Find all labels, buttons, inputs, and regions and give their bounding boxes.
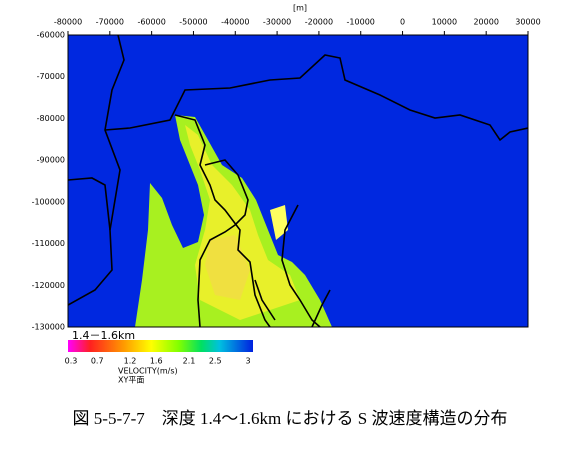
x-tick-label: -20000	[305, 18, 333, 27]
colorbar-ticks: 0.3 0.7 1.2 1.6 2.1 2.5 3	[65, 357, 251, 366]
x-ticks: -80000 -70000 -60000 -50000 -40000 -30000 -200…	[54, 18, 541, 35]
colorbar-tick-label: 2.1	[183, 357, 196, 366]
y-tick-label: -80000	[37, 114, 65, 123]
colorbar-legend: 1.4－1.6km 0.3 0.7 1.2 1.6 2.1 2.5 3 VELOCITY(m…	[65, 329, 253, 385]
colorbar-tick-label: 2.5	[209, 357, 222, 366]
x-tick-label: -40000	[221, 18, 249, 27]
y-tick-label: -60000	[37, 31, 65, 40]
y-tick-label: -100000	[32, 197, 65, 206]
colorbar-tick-label: 1.2	[124, 357, 137, 366]
y-tick-label: -70000	[37, 72, 65, 81]
depth-label: 1.4－1.6km	[72, 329, 135, 342]
y-tick-label: -110000	[32, 239, 65, 248]
y-ticks: -60000 -70000 -80000 -90000 -100000 -110000 -1…	[32, 31, 65, 332]
y-tick-label: -120000	[32, 281, 65, 290]
velocity-zone	[270, 205, 288, 240]
legend-title: VELOCITY(m/s)	[118, 367, 178, 376]
colorbar-tick-label: 3	[245, 357, 250, 366]
coastline	[68, 35, 528, 327]
x-tick-label: -70000	[96, 18, 124, 27]
x-tick-label: -80000	[54, 18, 82, 27]
x-axis-unit: [m]	[293, 4, 307, 13]
x-tick-label: 30000	[515, 18, 540, 27]
y-tick-label: -90000	[37, 156, 65, 165]
legend-plane: XY平面	[118, 376, 144, 385]
y-tick-label: -130000	[32, 323, 65, 332]
plot-frame	[67, 34, 529, 328]
x-tick-label: -60000	[137, 18, 165, 27]
colorbar-tick-label: 1.6	[150, 357, 163, 366]
map-area: [m] -80000 -70000 -60000 -50000 -40000 -30000…	[32, 4, 541, 332]
x-tick-label: -30000	[263, 18, 291, 27]
x-tick-label: -50000	[179, 18, 207, 27]
x-tick-label: -10000	[347, 18, 375, 27]
colorbar	[68, 340, 253, 352]
x-tick-label: 0	[400, 18, 405, 27]
colorbar-tick-label: 0.3	[65, 357, 78, 366]
x-tick-label: 10000	[432, 18, 457, 27]
caption: 図 5-5-7-7 深度 1.4～1.6km における S 波速度構造の分布	[73, 409, 508, 428]
x-tick-label: 20000	[473, 18, 498, 27]
colorbar-tick-label: 0.7	[91, 357, 104, 366]
